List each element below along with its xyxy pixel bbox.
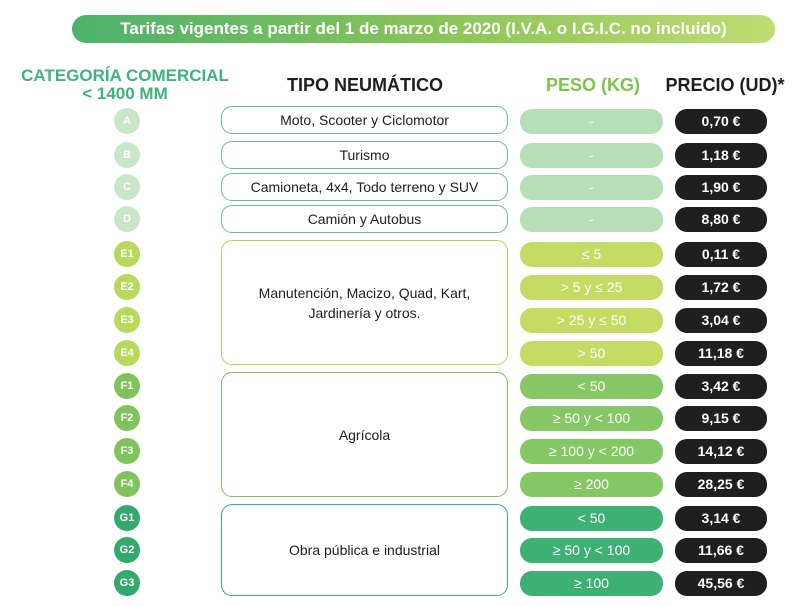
tipo-neumatico-box: Turismo [221,141,508,169]
peso-cell: - [520,206,663,232]
precio-cell: 3,14 € [675,505,767,531]
category-badge: G2 [114,537,140,563]
precio-cell: 11,18 € [675,340,767,366]
peso-cell: ≤ 5 [520,241,663,267]
tipo-neumatico-box: Camión y Autobus [221,205,508,233]
peso-cell: - [520,108,663,134]
category-badge: G1 [114,505,140,531]
header-peso: PESO (KG) [545,75,640,95]
header-tipo-neumatico: TIPO NEUMÁTICO [287,75,443,95]
precio-cell: 3,42 € [675,373,767,399]
precio-cell: 1,90 € [675,174,767,200]
category-badge: B [114,142,140,168]
peso-cell: > 5 y ≤ 25 [520,274,663,300]
header-categoria: CATEGORÍA COMERCIAL < 1400 mm [21,66,229,103]
tipo-neumatico-box: Moto, Scooter y Ciclomotor [221,106,508,134]
category-badge: F4 [114,471,140,497]
precio-cell: 28,25 € [675,471,767,497]
peso-cell: - [520,142,663,168]
precio-cell: 11,66 € [675,537,767,563]
header-precio: PRECIO (UD)* [665,75,785,95]
category-badge: F3 [114,438,140,464]
category-badge: E1 [114,241,140,267]
peso-cell: ≥ 50 y < 100 [520,537,663,563]
precio-cell: 45,56 € [675,570,767,596]
peso-cell: < 50 [520,505,663,531]
peso-cell: ≥ 50 y < 100 [520,405,663,431]
peso-cell: ≥ 100 y < 200 [520,438,663,464]
peso-cell: ≥ 100 [520,570,663,596]
tipo-neumatico-box: Manutención, Macizo, Quad, Kart, Jardine… [221,240,508,365]
category-badge: G3 [114,570,140,596]
category-badge: C [114,174,140,200]
precio-cell: 0,11 € [675,241,767,267]
category-badge: F1 [114,373,140,399]
precio-cell: 14,12 € [675,438,767,464]
category-badge: F2 [114,405,140,431]
precio-cell: 1,72 € [675,274,767,300]
precio-cell: 3,04 € [675,307,767,333]
precio-cell: 9,15 € [675,405,767,431]
peso-cell: ≥ 200 [520,471,663,497]
category-badge: E4 [114,340,140,366]
category-badge: D [114,206,140,232]
tipo-neumatico-box: Obra pública e industrial [221,504,508,596]
peso-cell: > 50 [520,340,663,366]
category-badge: E3 [114,307,140,333]
category-badge: A [114,108,140,134]
title-banner: Tarifas vigentes a partir del 1 de marzo… [72,15,775,43]
precio-cell: 0,70 € [675,108,767,134]
tipo-neumatico-box: Camioneta, 4x4, Todo terreno y SUV [221,173,508,201]
precio-cell: 1,18 € [675,142,767,168]
peso-cell: > 25 y ≤ 50 [520,307,663,333]
peso-cell: - [520,174,663,200]
peso-cell: < 50 [520,373,663,399]
category-badge: E2 [114,274,140,300]
precio-cell: 8,80 € [675,206,767,232]
tipo-neumatico-box: Agrícola [221,372,508,497]
